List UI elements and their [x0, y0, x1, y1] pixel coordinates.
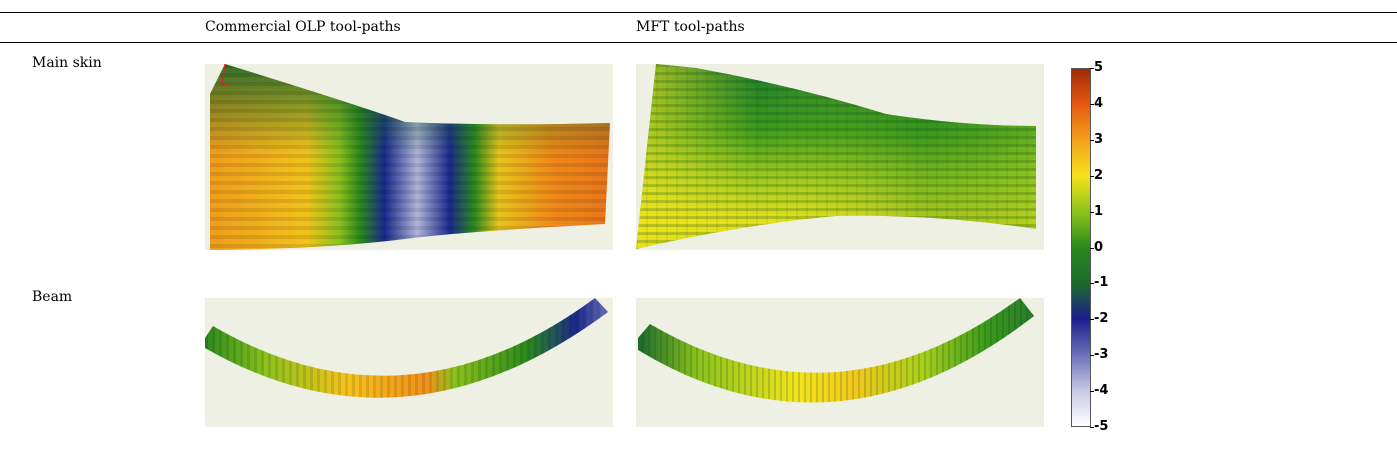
colorbar-tick-label: -3 [1089, 347, 1109, 363]
colorbar-tick-label: -4 [1089, 383, 1109, 399]
heatmap-olp-main-skin [205, 64, 613, 250]
row-label-main-skin: Main skin [32, 55, 102, 71]
colorbar-tick-label: -1 [1089, 275, 1109, 291]
colorbar [1071, 68, 1091, 427]
colorbar-tick-label: 0 [1089, 239, 1104, 255]
row-label-beam: Beam [32, 289, 73, 305]
table-header-rule [0, 42, 1397, 43]
colorbar-tick-label: 1 [1089, 203, 1104, 219]
colorbar-tick-label: -2 [1089, 311, 1109, 327]
colorbar-tick-label: 2 [1089, 167, 1104, 183]
colorbar-tick-label: 4 [1089, 95, 1104, 111]
column-header-commercial-olp: Commercial OLP tool-paths [205, 19, 401, 35]
heatmap-mft-beam [636, 298, 1044, 427]
colorbar-tick-label: 3 [1089, 131, 1104, 147]
heatmap-olp-beam [205, 298, 613, 427]
colorbar-tick-label: -5 [1089, 419, 1109, 434]
table-top-rule [0, 12, 1397, 13]
column-header-mft: MFT tool-paths [636, 19, 745, 35]
colorbar-tick-label: 5 [1089, 60, 1104, 75]
heatmap-mft-main-skin [636, 64, 1044, 250]
